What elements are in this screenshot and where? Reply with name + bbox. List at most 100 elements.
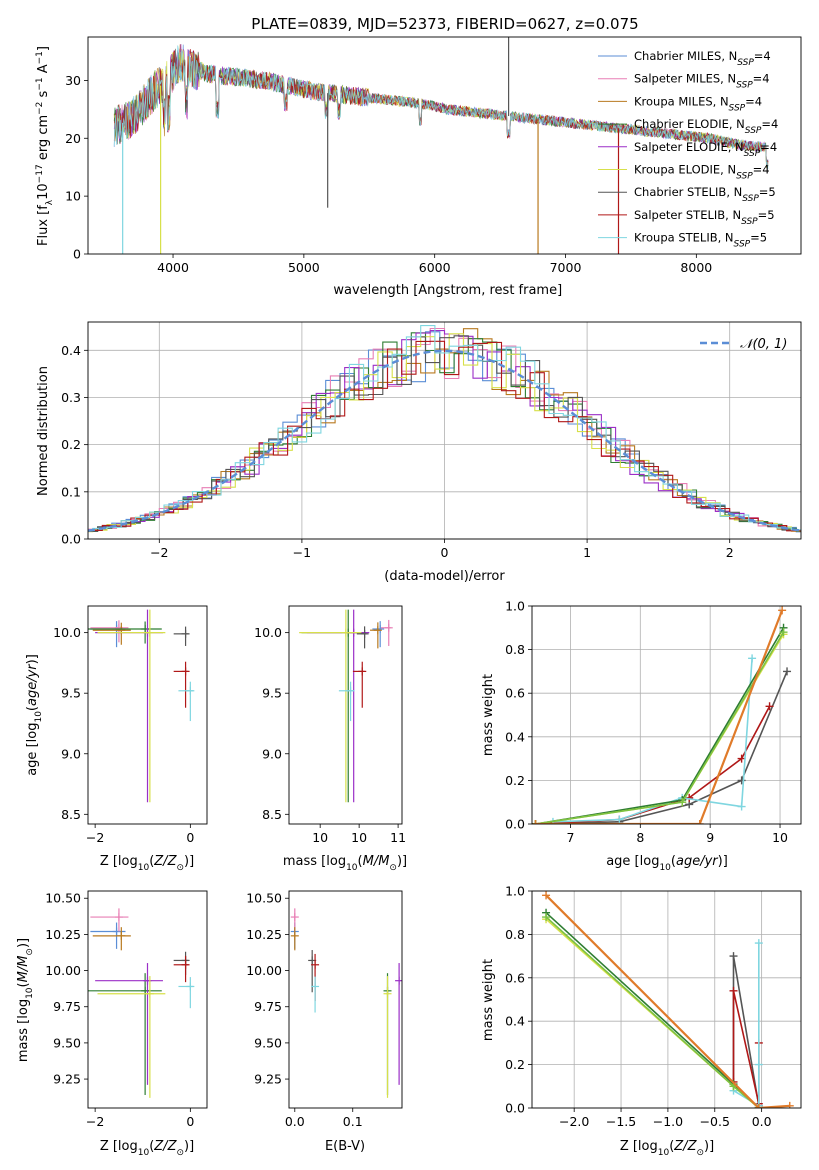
- data-point: [370, 622, 382, 649]
- x-tick-label: 8000: [680, 260, 712, 275]
- axes-frame: [87, 36, 802, 255]
- series-marker: [695, 820, 704, 824]
- label-part: Z [log: [620, 1139, 658, 1154]
- series-line: [545, 894, 790, 1108]
- label-part: SSP: [729, 103, 746, 113]
- axes-frame: [531, 605, 802, 825]
- histogram-series: [88, 340, 801, 533]
- x-tick-label: 0: [186, 830, 194, 845]
- y-tick-label: 1.0: [505, 884, 525, 899]
- y-tick-label: 0.8: [505, 642, 525, 657]
- label-part: mass [log: [283, 854, 346, 869]
- data-point: [178, 977, 195, 1009]
- data-point: [92, 927, 131, 951]
- x-axis-label: Z [log10(Z/Z⊙)]: [620, 1139, 714, 1158]
- gaussian-curve: [88, 349, 801, 532]
- x-tick-label: −1.5: [606, 1114, 636, 1129]
- label-part: )]: [718, 854, 728, 869]
- figure-title: PLATE=0839, MJD=52373, FIBERID=0627, z=0…: [251, 15, 638, 33]
- series-line: [552, 658, 753, 823]
- data-point: [90, 908, 129, 932]
- x-tick-label: 11: [390, 830, 406, 845]
- series-marker: [785, 1101, 794, 1108]
- y-axis-label: age [log10(age/yr)]: [25, 654, 44, 776]
- plot-area: [290, 908, 402, 1098]
- label-part: =5: [759, 185, 776, 199]
- label-part: 10: [36, 183, 51, 200]
- axes-frame: [288, 890, 403, 1109]
- label-part: 10: [34, 711, 44, 723]
- label-part: Kroupa ELODIE, N: [634, 163, 736, 177]
- label-part: =4: [754, 49, 771, 63]
- label-part: (: [16, 982, 31, 987]
- y-tick-label: 0.0: [61, 532, 81, 547]
- x-tick-label: 1: [583, 545, 591, 560]
- series-line: [545, 916, 760, 1108]
- x-axis-label: Z [log10(Z/Z⊙)]: [100, 854, 194, 873]
- series-marker: [754, 939, 763, 948]
- label-part: Salpeter STELIB, N: [634, 208, 741, 222]
- label-part: SSP: [736, 81, 753, 91]
- y-tick-label: 0.4: [61, 343, 81, 358]
- x-tick-label: −1: [293, 545, 311, 560]
- series-line: [535, 627, 785, 824]
- residual-panel: −2 −1 0 1 2 0.0 0.1 0.2 0.3 0.4 𝒩(0, 1) (data-model…: [36, 321, 802, 584]
- plot-area: [88, 609, 195, 803]
- data-point: [352, 661, 367, 708]
- label-part: Flux [f: [36, 205, 51, 246]
- label-part: ⊙: [25, 948, 35, 956]
- y-tick-label: 10.0: [254, 625, 282, 640]
- label-part: SSP: [741, 217, 758, 227]
- data-point: [95, 963, 163, 1085]
- y-tick-label: 9.5: [61, 686, 81, 701]
- label-part: 10: [25, 987, 35, 999]
- data-point: [299, 609, 362, 803]
- label-part: =5: [750, 231, 767, 245]
- label-part: )]: [16, 938, 31, 948]
- label-part: SSP: [744, 149, 761, 159]
- label-part: =5: [758, 208, 775, 222]
- x-tick-label: −0.5: [700, 1114, 730, 1129]
- x-axis-label: (data-model)/error: [384, 569, 505, 584]
- label-part: −1: [35, 51, 45, 64]
- data-point: [356, 626, 369, 649]
- x-axis-label: Z [log10(Z/Z⊙)]: [100, 1139, 194, 1158]
- label-part: −17: [35, 164, 45, 183]
- data-point: [97, 976, 166, 1098]
- plot-area: [88, 325, 801, 533]
- series-marker: [783, 667, 792, 676]
- legend-entry: Kroupa ELODIE, NSSP=4: [634, 163, 770, 182]
- y-tick-label: 10.0: [53, 625, 81, 640]
- y-tick-label: 10.50: [246, 891, 282, 906]
- label-part: =4: [760, 140, 777, 154]
- y-axis-label: Normed distribution: [36, 366, 51, 496]
- y-tick-label: 0.6: [505, 686, 525, 701]
- legend-entry: Salpeter ELODIE, NSSP=4: [634, 140, 777, 159]
- series-marker: [678, 798, 687, 807]
- series-marker: [737, 776, 746, 785]
- data-point: [88, 973, 162, 1095]
- series-marker: [765, 702, 774, 711]
- x-tick-label: −2: [150, 545, 168, 560]
- y-axis-label: Flux [fλ10−17 erg cm−2 s−1 A−1]: [35, 46, 55, 246]
- label-part: SSP: [742, 194, 759, 204]
- legend-entry: Kroupa MILES, NSSP=4: [634, 94, 762, 113]
- data-point: [173, 951, 190, 975]
- label-part: s: [36, 90, 51, 101]
- spectrum-line: [113, 45, 769, 169]
- x-tick-label: 10: [312, 830, 328, 845]
- legend-entry: Salpeter MILES, NSSP=4: [634, 72, 770, 91]
- label-part: age [log: [25, 723, 40, 776]
- spectrum-line: [113, 48, 769, 169]
- label-part: =4: [761, 117, 778, 131]
- y-tick-label: 8.5: [61, 807, 81, 822]
- label-part: Z/Z: [153, 854, 177, 869]
- y-tick-label: 0.0: [505, 1101, 525, 1116]
- data-point: [311, 976, 320, 1013]
